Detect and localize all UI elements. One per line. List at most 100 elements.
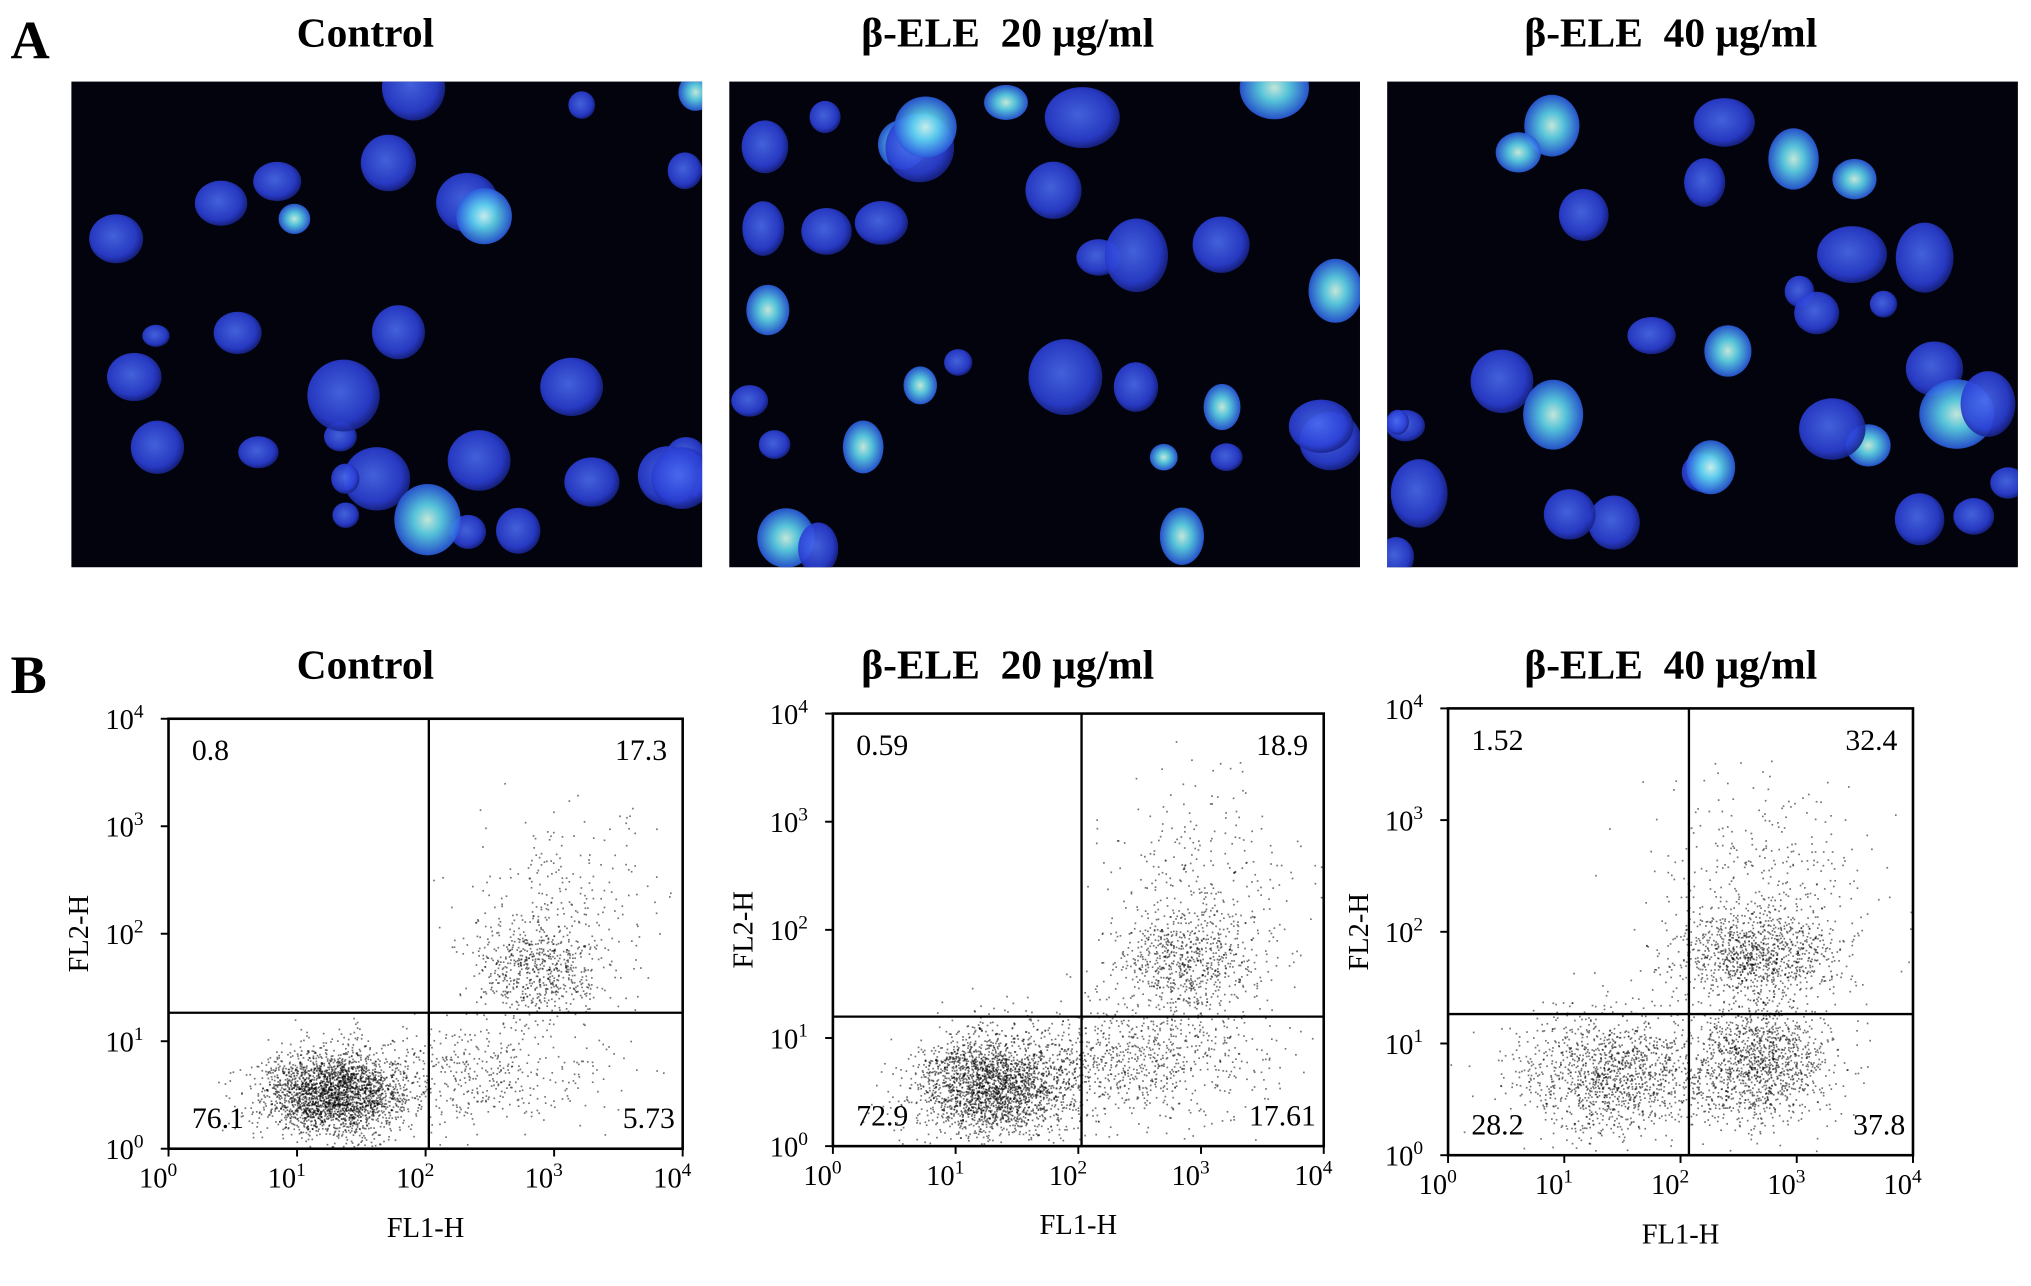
event-dot [488, 1040, 490, 1043]
event-dot [351, 1116, 354, 1119]
event-dot [492, 1105, 495, 1108]
event-dot [315, 1092, 318, 1095]
event-dot [399, 1085, 401, 1087]
event-dot [433, 1065, 436, 1067]
tick-base: 10 [268, 1164, 296, 1195]
event-dot [469, 1033, 471, 1036]
event-dot [566, 934, 569, 937]
event-dot [224, 1083, 227, 1085]
event-dot [1007, 1087, 1010, 1090]
event-dot [302, 1087, 304, 1090]
event-dot [512, 982, 515, 985]
cell [1627, 316, 1676, 355]
event-dot [278, 1069, 280, 1071]
cell [1288, 399, 1354, 453]
event-dot [312, 1050, 315, 1053]
event-dot [394, 1116, 397, 1119]
event-dot [305, 1091, 308, 1093]
event-dot [538, 992, 541, 995]
event-dot [573, 1073, 576, 1076]
event-dot [403, 1089, 405, 1092]
event-dot [331, 1111, 333, 1113]
event-dot [318, 1089, 321, 1091]
event-dot [996, 1024, 999, 1027]
event-dot [353, 1017, 355, 1020]
event-dot [530, 940, 533, 943]
event-dot [375, 1052, 378, 1054]
event-dot [333, 1058, 336, 1061]
event-dot [377, 1082, 380, 1085]
event-dot [439, 1123, 441, 1126]
event-dot [307, 1051, 310, 1054]
event-dot [489, 875, 491, 878]
event-dot [376, 1102, 378, 1105]
event-dot [380, 1077, 382, 1080]
event-dot [350, 1085, 352, 1087]
event-dot [572, 961, 574, 963]
event-dot [485, 1061, 488, 1063]
event-dot [505, 975, 508, 978]
event-dot [389, 1100, 391, 1103]
event-dot [896, 1122, 898, 1125]
event-dot [544, 993, 546, 996]
event-dot [366, 1117, 369, 1120]
event-dot [1003, 1053, 1006, 1056]
event-dot [555, 990, 558, 993]
event-dot [300, 1121, 302, 1124]
event-dot [562, 935, 565, 938]
event-dot [996, 1067, 999, 1069]
event-dot [367, 1095, 369, 1097]
event-dot [456, 1041, 459, 1044]
event-dot [1007, 1111, 1010, 1114]
event-dot [391, 1039, 394, 1042]
event-dot [988, 1138, 991, 1141]
event-dot [460, 1085, 463, 1087]
event-dot [497, 1083, 500, 1086]
event-dot [288, 1101, 291, 1104]
event-dot [358, 1048, 361, 1051]
event-dot [303, 1078, 306, 1081]
event-dot [349, 1033, 352, 1036]
event-dot [402, 1100, 404, 1103]
event-dot [1099, 1041, 1102, 1044]
event-dot [570, 944, 573, 947]
event-dot [322, 1091, 324, 1094]
event-dot [543, 902, 546, 905]
event-dot [662, 1072, 665, 1074]
event-dot [1029, 1018, 1032, 1020]
event-dot [346, 1094, 349, 1097]
event-dot [464, 1081, 467, 1084]
event-dot [1016, 1093, 1019, 1096]
event-dot [534, 1004, 537, 1007]
event-dot [379, 1071, 382, 1074]
event-dot [534, 1036, 537, 1039]
event-dot [369, 1093, 372, 1096]
event-dot [1007, 1068, 1010, 1071]
event-dot [986, 1047, 989, 1050]
event-dot [943, 1107, 945, 1110]
event-dot [386, 1060, 388, 1063]
event-dot [517, 1069, 520, 1072]
event-dot [532, 968, 535, 970]
event-dot [376, 1100, 378, 1102]
event-dot [584, 969, 587, 972]
event-dot [319, 1095, 321, 1098]
event-dot [345, 1101, 348, 1103]
event-dot [356, 1085, 359, 1088]
event-dot [364, 1090, 367, 1092]
event-dot [372, 1089, 375, 1092]
event-dot [1020, 1121, 1023, 1123]
event-dot [557, 975, 560, 978]
event-dot [345, 1131, 348, 1133]
event-dot [338, 1061, 341, 1064]
event-dot [302, 1131, 305, 1134]
event-dot [1094, 1072, 1097, 1075]
event-dot [442, 1058, 445, 1061]
event-dot [310, 1108, 313, 1110]
event-dot [496, 932, 498, 934]
event-dot [309, 1111, 311, 1114]
event-dot [375, 1099, 378, 1102]
event-dot [976, 1066, 979, 1069]
event-dot [433, 1039, 436, 1042]
event-dot [476, 919, 479, 921]
